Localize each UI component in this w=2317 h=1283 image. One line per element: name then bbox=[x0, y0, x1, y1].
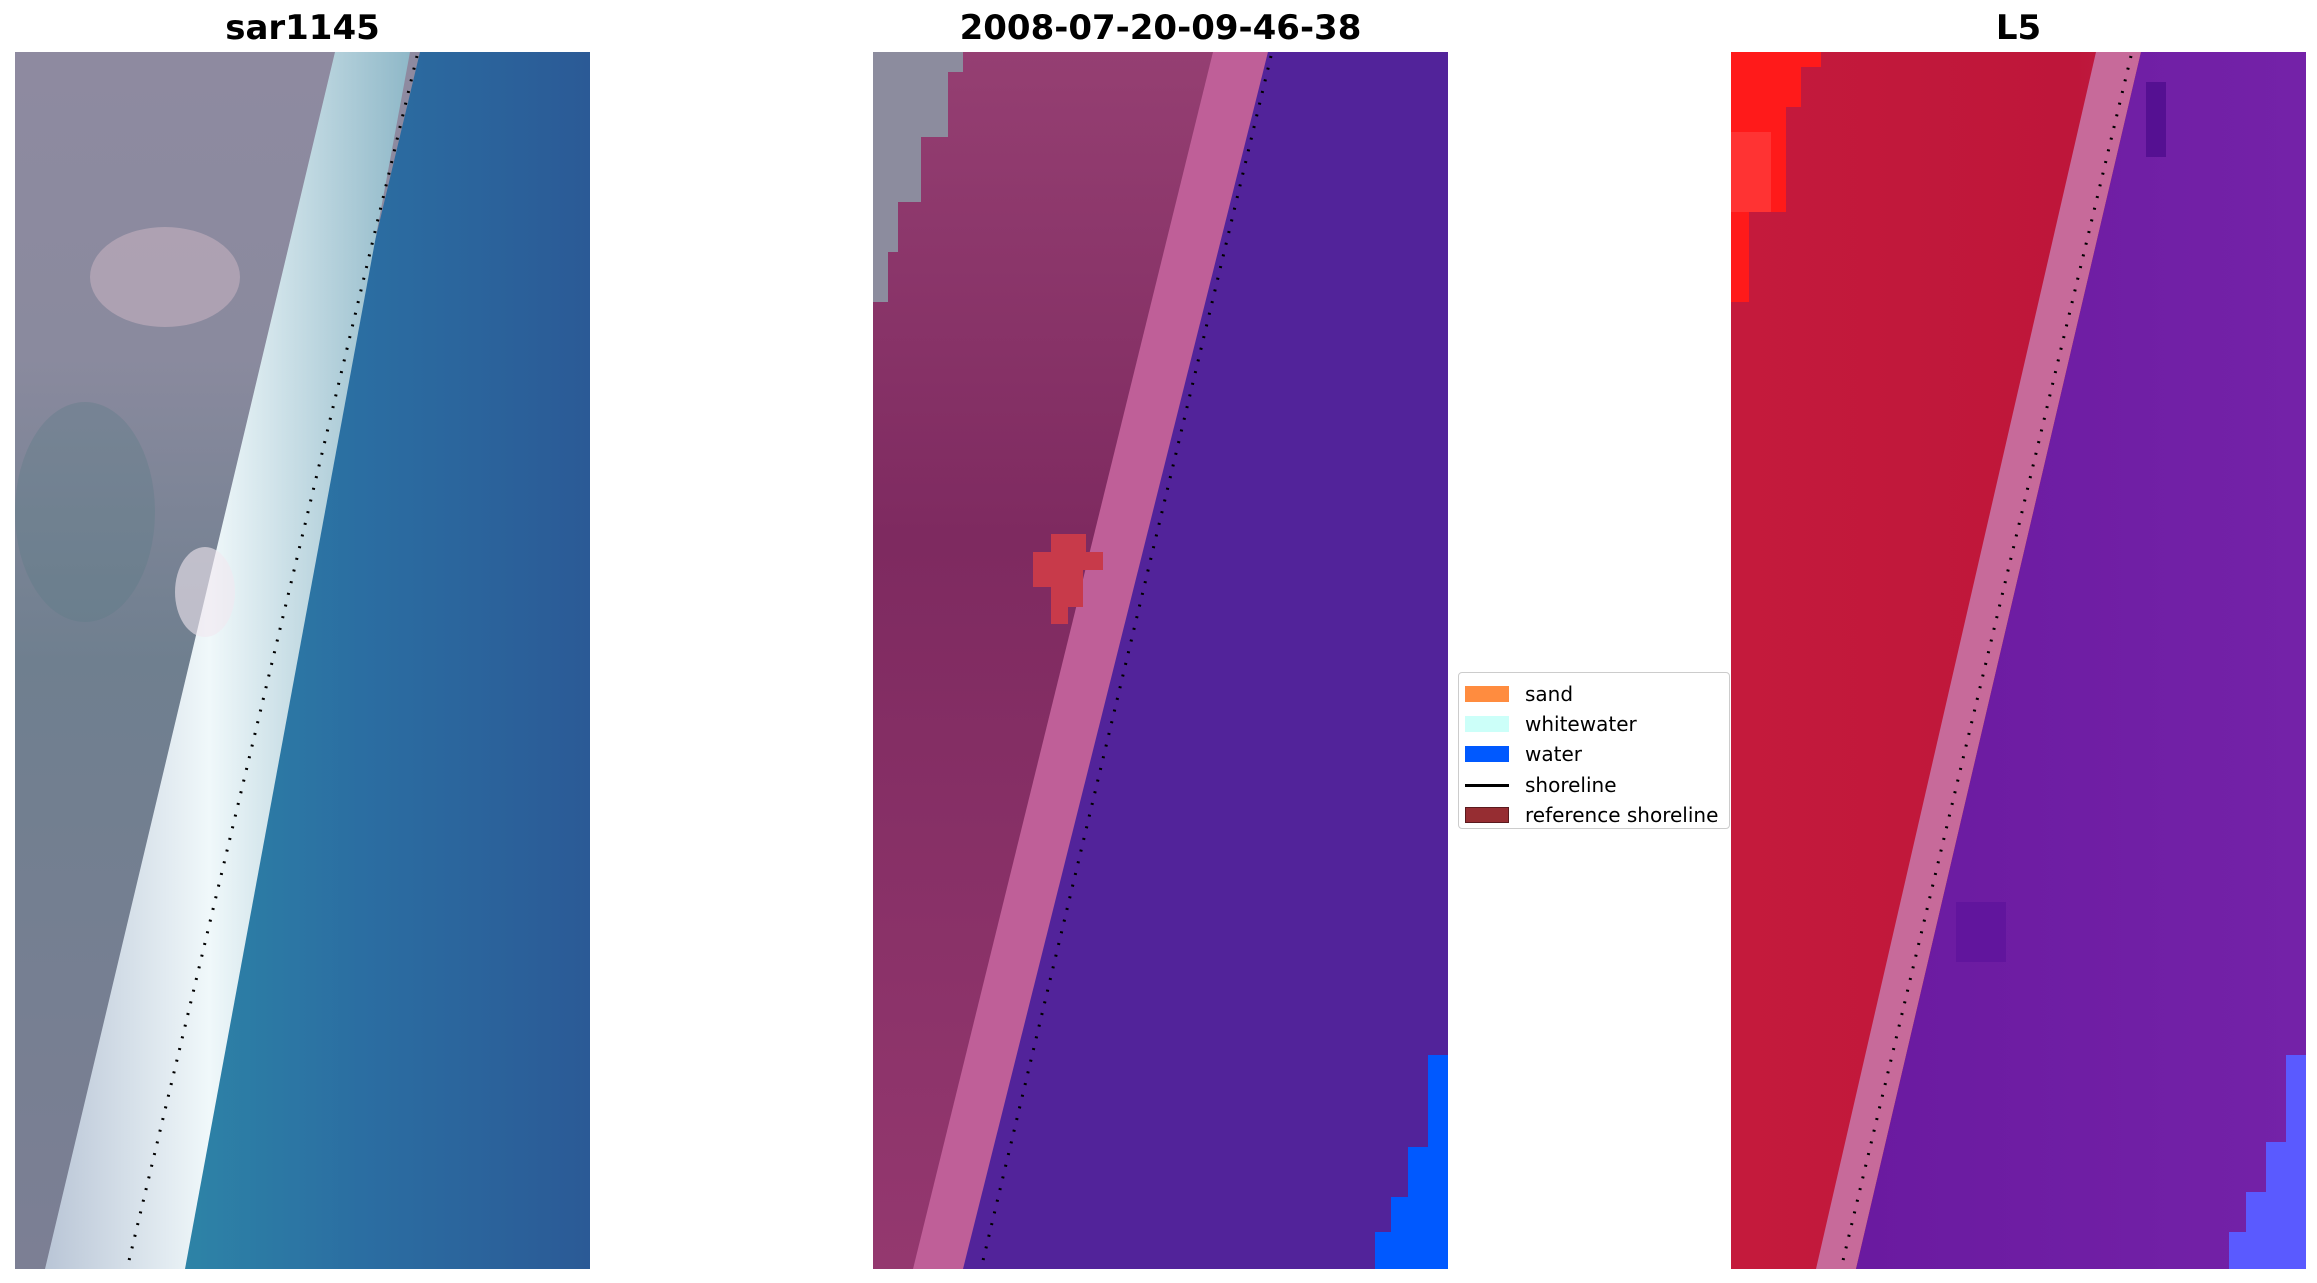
legend-label-reference-shoreline: reference shoreline bbox=[1525, 802, 1719, 827]
panel-title-rgb: sar1145 bbox=[225, 8, 380, 48]
legend-label-water: water bbox=[1525, 742, 1582, 767]
reference-shoreline-swatch bbox=[1465, 806, 1509, 823]
index-image bbox=[1731, 52, 2306, 1269]
class-water-area bbox=[963, 52, 1448, 1269]
index-water-area bbox=[1856, 52, 2306, 1269]
index-panel bbox=[1731, 52, 2306, 1269]
class-grey-area bbox=[873, 52, 963, 302]
shoreline-line-swatch bbox=[1465, 777, 1509, 793]
index-blue-area bbox=[2229, 1055, 2306, 1269]
rgb-dark-patch bbox=[15, 402, 155, 622]
class-blue-water-area bbox=[1375, 1055, 1448, 1269]
sand-swatch bbox=[1465, 686, 1509, 703]
index-dark-patch-2 bbox=[1956, 902, 2006, 962]
legend-label-shoreline: shoreline bbox=[1525, 772, 1617, 797]
panel-title-classification: 2008-07-20-09-46-38 bbox=[959, 8, 1362, 48]
rgb-image-panel bbox=[15, 52, 590, 1269]
classification-panel bbox=[873, 52, 1448, 1269]
rgb-bright-patch bbox=[175, 547, 235, 637]
class-sand-patch bbox=[1033, 534, 1103, 624]
panel-title-index: L5 bbox=[1995, 8, 2042, 48]
legend-item-water: water bbox=[1465, 739, 1729, 769]
classification-image bbox=[873, 52, 1448, 1269]
rgb-image bbox=[15, 52, 590, 1269]
index-dark-patch bbox=[2146, 82, 2166, 157]
index-light-red-patch bbox=[1731, 132, 1771, 212]
index-red-area bbox=[1731, 52, 1821, 302]
whitewater-swatch bbox=[1465, 716, 1509, 733]
legend-item-shoreline: shoreline bbox=[1465, 770, 1729, 800]
rgb-water-area bbox=[130, 52, 590, 1269]
legend-item-whitewater: whitewater bbox=[1465, 709, 1729, 739]
legend-item-sand: sand bbox=[1465, 679, 1729, 709]
index-transition-strip bbox=[1816, 52, 2141, 1269]
legend-label-whitewater: whitewater bbox=[1525, 712, 1637, 737]
legend: sand whitewater water shoreline referenc… bbox=[1458, 672, 1730, 829]
rgb-light-patch bbox=[90, 227, 240, 327]
legend-label-sand: sand bbox=[1525, 682, 1574, 707]
rgb-surf-zone bbox=[45, 52, 410, 1269]
water-swatch bbox=[1465, 746, 1509, 763]
legend-item-reference-shoreline: reference shoreline bbox=[1465, 800, 1729, 830]
class-beach-strip bbox=[913, 52, 1268, 1269]
